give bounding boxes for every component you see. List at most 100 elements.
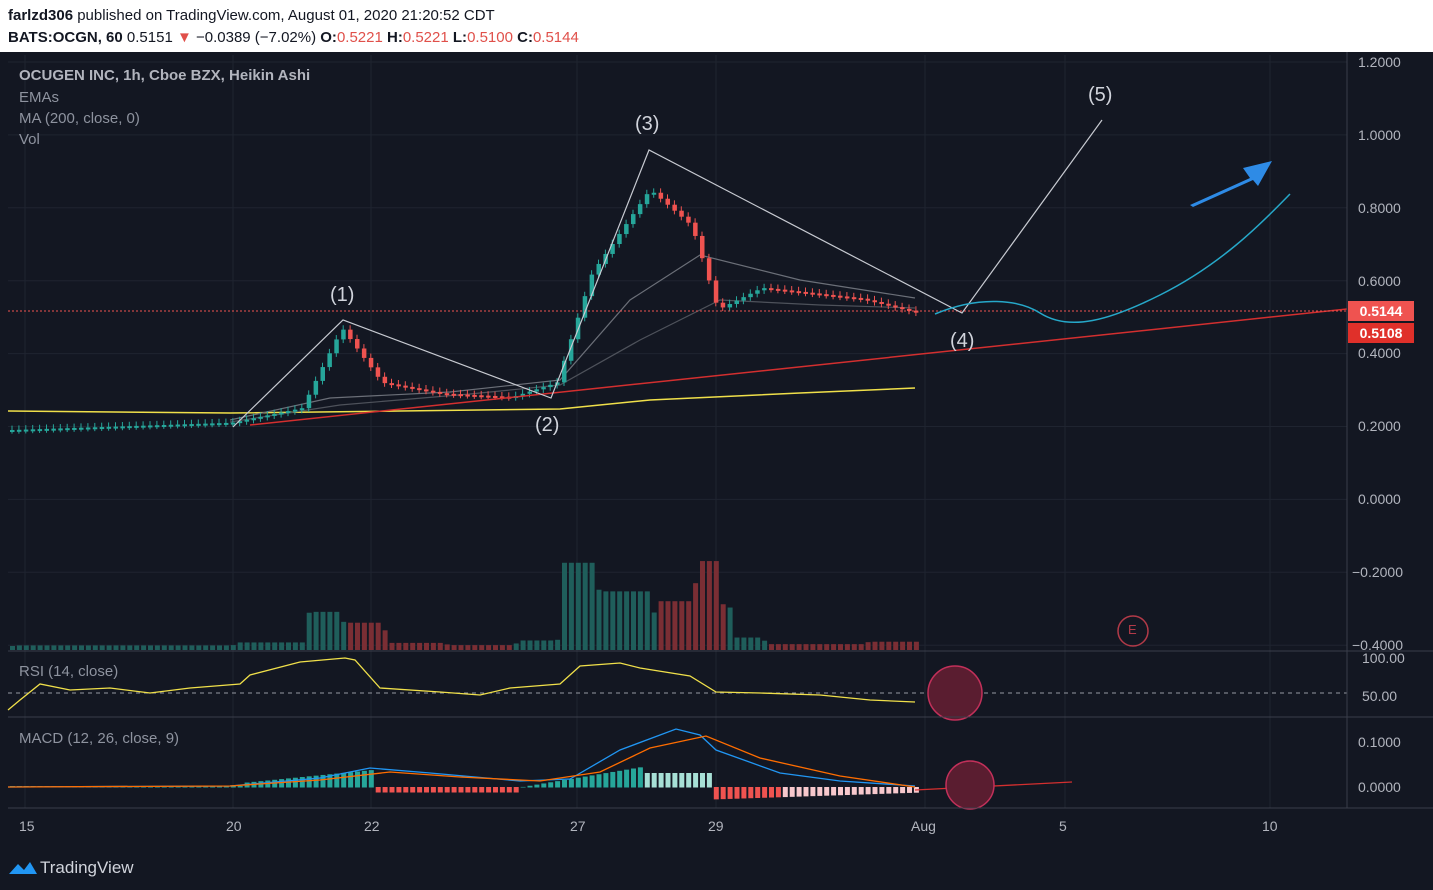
macd-histogram-bar [720,787,726,800]
legend-macd[interactable]: MACD (12, 26, close, 9) [19,730,180,747]
candle-body [727,304,733,308]
legend-emas[interactable]: EMAs [19,89,60,106]
volume-bar [72,645,78,650]
candle-body [493,395,498,398]
macd-line [7,728,916,788]
volume-bar [762,640,768,650]
volume-bar [913,641,919,650]
candle-body [527,391,532,394]
rsi-highlight-circle [927,665,983,721]
tradingview-logo-icon[interactable] [8,858,38,878]
candle-body [44,428,49,431]
candle-body [85,427,91,430]
volume-bar [127,645,133,650]
volume-bar [472,645,478,650]
volume-bars [10,561,919,650]
volume-bar [217,645,222,650]
macd-histogram-bar [223,786,229,788]
volume-bar [562,562,567,650]
brand-name[interactable]: TradingView [40,858,134,877]
volume-bar [272,642,278,650]
macd-histogram-bar [838,787,843,796]
candle-body [299,408,305,411]
macd-histogram-bar [741,787,747,799]
wave-label-2[interactable]: (2) [535,414,560,436]
candle-body [368,357,374,368]
candle-body [292,409,298,412]
wave-label-5[interactable]: (5) [1088,84,1113,106]
volume-bar [348,622,354,650]
candle-body [893,305,898,308]
candle-body [313,380,319,395]
macd-tick: 0.1000 [1358,734,1401,750]
candle-body [258,416,263,419]
macd-histogram-bar [534,784,540,788]
ema-line [229,299,916,423]
price-tick: −0.4000 [1352,637,1403,653]
macd-histogram-bar [624,769,630,788]
candle-body [637,204,643,215]
candle-body [355,339,360,349]
volume-bar [44,645,50,650]
rsi-tick: 100.00 [1362,650,1405,666]
volume-bar [679,601,685,650]
candle-body [286,411,291,414]
volume-bar [327,611,333,650]
wave-label-1[interactable]: (1) [330,284,355,306]
volume-bar [355,622,360,650]
candle-body [265,415,270,418]
macd-histogram-bar [831,787,837,796]
candle-body [417,388,422,391]
macd-histogram-bar [789,787,795,797]
date-tick: 27 [570,818,586,834]
volume-bar [465,645,471,650]
volume-bar [410,642,416,650]
volume-bar [568,562,574,650]
candle-body [879,301,884,304]
volume-bar [534,640,540,650]
wave-label-3[interactable]: (3) [635,113,660,135]
candle-body [555,382,560,385]
candle-body [237,421,243,424]
candle-body [424,389,429,392]
macd-histogram-bar [879,787,885,794]
legend-title[interactable]: OCUGEN INC, 1h, Cboe BZX, Heikin Ashi [19,67,311,84]
earnings-circle [1117,615,1149,647]
volume-bar [279,642,285,650]
candle-body [734,300,739,305]
legend-vol[interactable]: Vol [19,131,40,148]
volume-bar [154,645,160,650]
volume-bar [582,562,588,650]
candle-body [334,339,339,354]
candle-body [148,425,153,428]
legend-ma[interactable]: MA (200, close, 0) [19,110,140,127]
candle-body [430,390,436,393]
wave-label-4[interactable]: (4) [950,330,975,352]
volume-bar [803,644,809,650]
volume-bar [37,645,43,650]
macd-histogram-bar [679,773,685,788]
candle-body [30,429,36,432]
macd-histogram-bar [472,787,478,793]
volume-bar [727,607,733,650]
author-name[interactable]: farlzd306 [8,7,74,24]
earnings-marker[interactable]: E [1128,622,1137,637]
legend-rsi[interactable]: RSI (14, close) [19,663,119,680]
candle-body [582,296,588,318]
macd-histogram-bar [417,787,423,793]
volume-bar [575,562,581,650]
candle-body [251,418,256,421]
volume-bar [741,637,747,650]
volume-bar [106,645,112,650]
macd-histogram-bar [279,779,285,788]
volume-bar [458,645,464,650]
volume-bar [686,601,692,650]
macd-histogram-bar [479,787,485,793]
volume-bar [872,641,878,650]
down-arrow-icon: ▼ [176,29,192,46]
volume-bar [755,637,761,650]
candle-body [230,422,236,425]
macd-histogram-bar [769,787,774,798]
macd-histogram-bar [458,787,464,793]
